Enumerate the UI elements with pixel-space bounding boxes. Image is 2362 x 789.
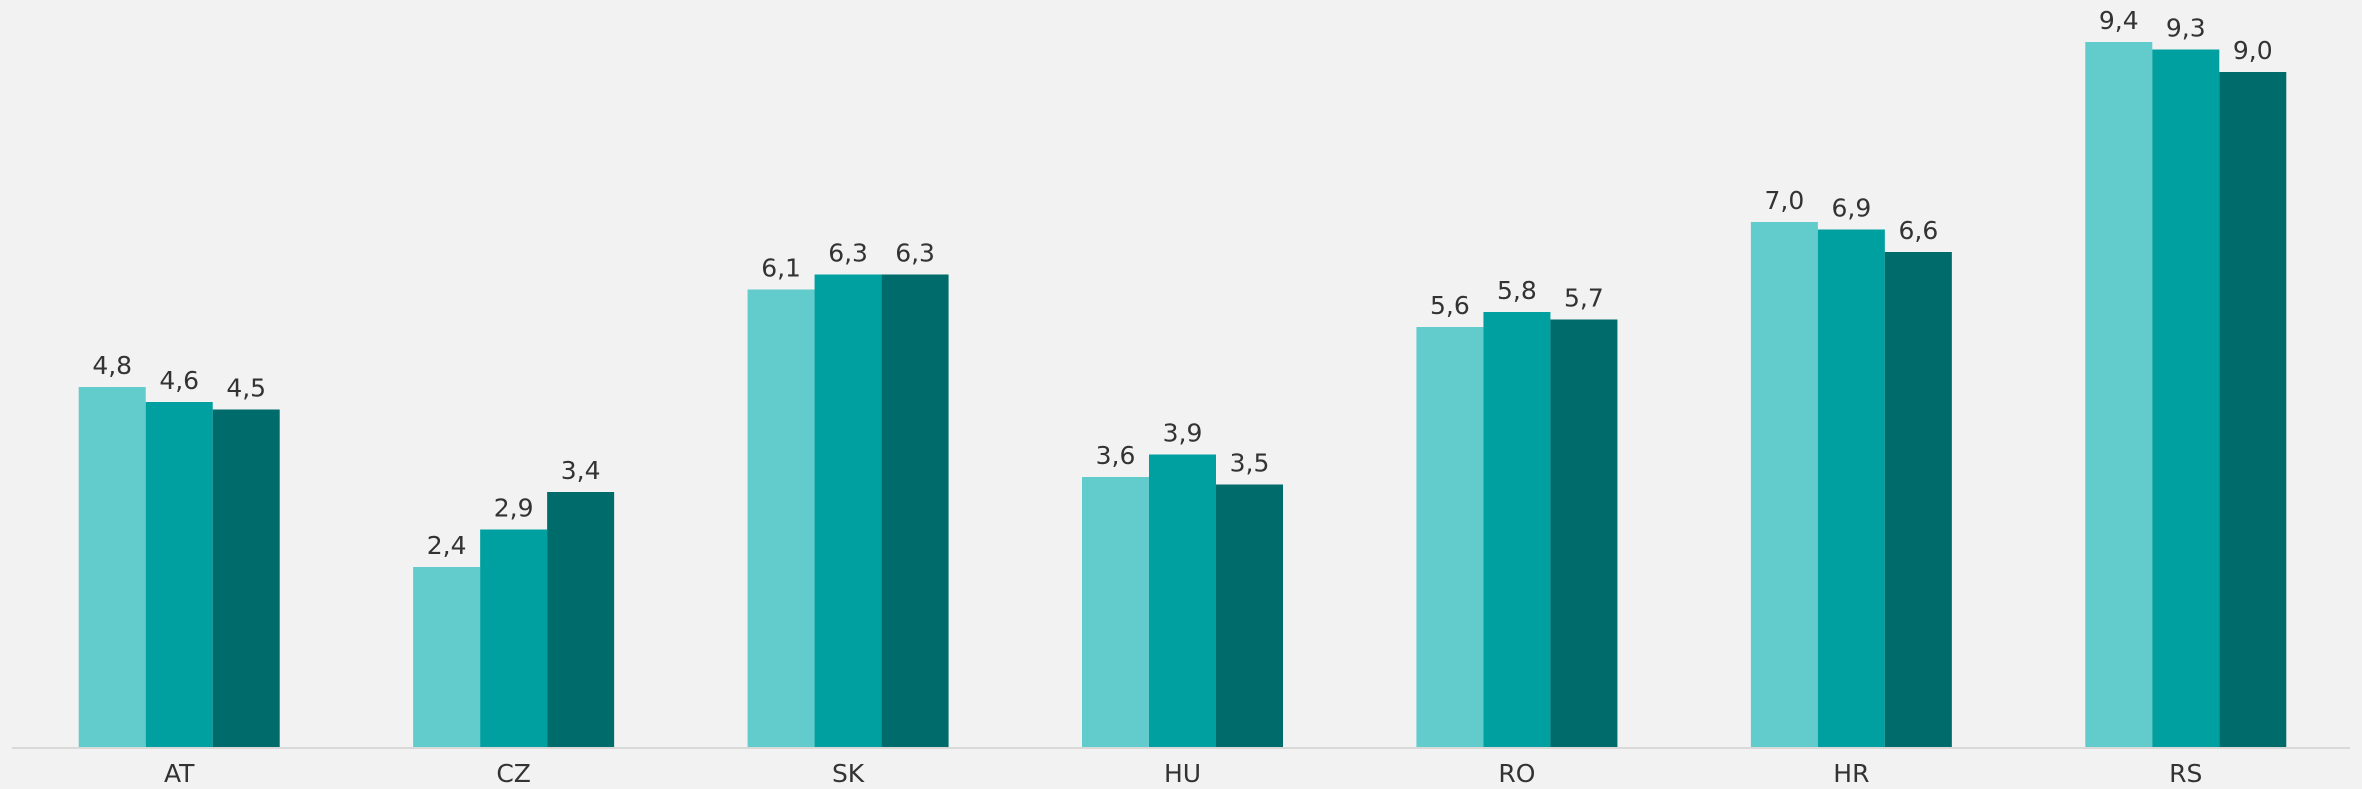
bar — [1550, 319, 1618, 747]
value-label: 6,9 — [1831, 194, 1871, 223]
bar — [1416, 327, 1484, 747]
value-label: 9,0 — [2233, 36, 2273, 65]
value-label: 6,3 — [828, 239, 868, 268]
bar — [1483, 312, 1551, 747]
bar — [1216, 484, 1283, 747]
bar — [2085, 42, 2153, 747]
x-tick-label: CZ — [496, 759, 531, 788]
bar — [814, 274, 882, 747]
value-label: 3,4 — [561, 456, 601, 485]
x-tick-label: RO — [1498, 759, 1535, 788]
value-label: 6,1 — [761, 254, 801, 283]
value-label: 3,5 — [1230, 449, 1270, 478]
x-tick-label: HU — [1164, 759, 1201, 788]
bar — [212, 409, 280, 747]
value-label: 5,6 — [1430, 291, 1470, 320]
value-label: 3,9 — [1163, 419, 1203, 448]
bar — [881, 274, 949, 747]
x-tick-label: HR — [1833, 759, 1869, 788]
bar — [2219, 72, 2287, 747]
bar — [1884, 252, 1952, 747]
value-label: 3,6 — [1096, 441, 1136, 470]
bar — [1750, 222, 1818, 747]
bar — [413, 567, 481, 747]
value-label: 4,6 — [159, 366, 199, 395]
value-label: 4,5 — [226, 374, 266, 403]
value-label: 5,8 — [1497, 276, 1537, 305]
bar — [1082, 477, 1149, 747]
value-label: 4,8 — [92, 351, 132, 380]
value-label: 2,9 — [494, 494, 534, 523]
bar — [547, 492, 615, 747]
value-label: 6,6 — [1898, 216, 1938, 245]
bar — [747, 289, 815, 747]
value-label: 6,3 — [895, 239, 935, 268]
bar — [145, 402, 213, 747]
bar — [2152, 49, 2220, 747]
value-label: 2,4 — [427, 531, 467, 560]
value-label: 5,7 — [1564, 284, 1604, 313]
x-tick-label: RS — [2169, 759, 2202, 788]
bar — [1149, 454, 1216, 747]
bar — [1817, 229, 1885, 747]
value-label: 7,0 — [1764, 186, 1804, 215]
x-tick-label: SK — [832, 759, 865, 788]
value-label: 9,4 — [2099, 6, 2139, 35]
x-tick-label: AT — [164, 759, 195, 788]
value-label: 9,3 — [2166, 14, 2206, 43]
bar — [78, 387, 146, 747]
bar — [480, 529, 548, 747]
